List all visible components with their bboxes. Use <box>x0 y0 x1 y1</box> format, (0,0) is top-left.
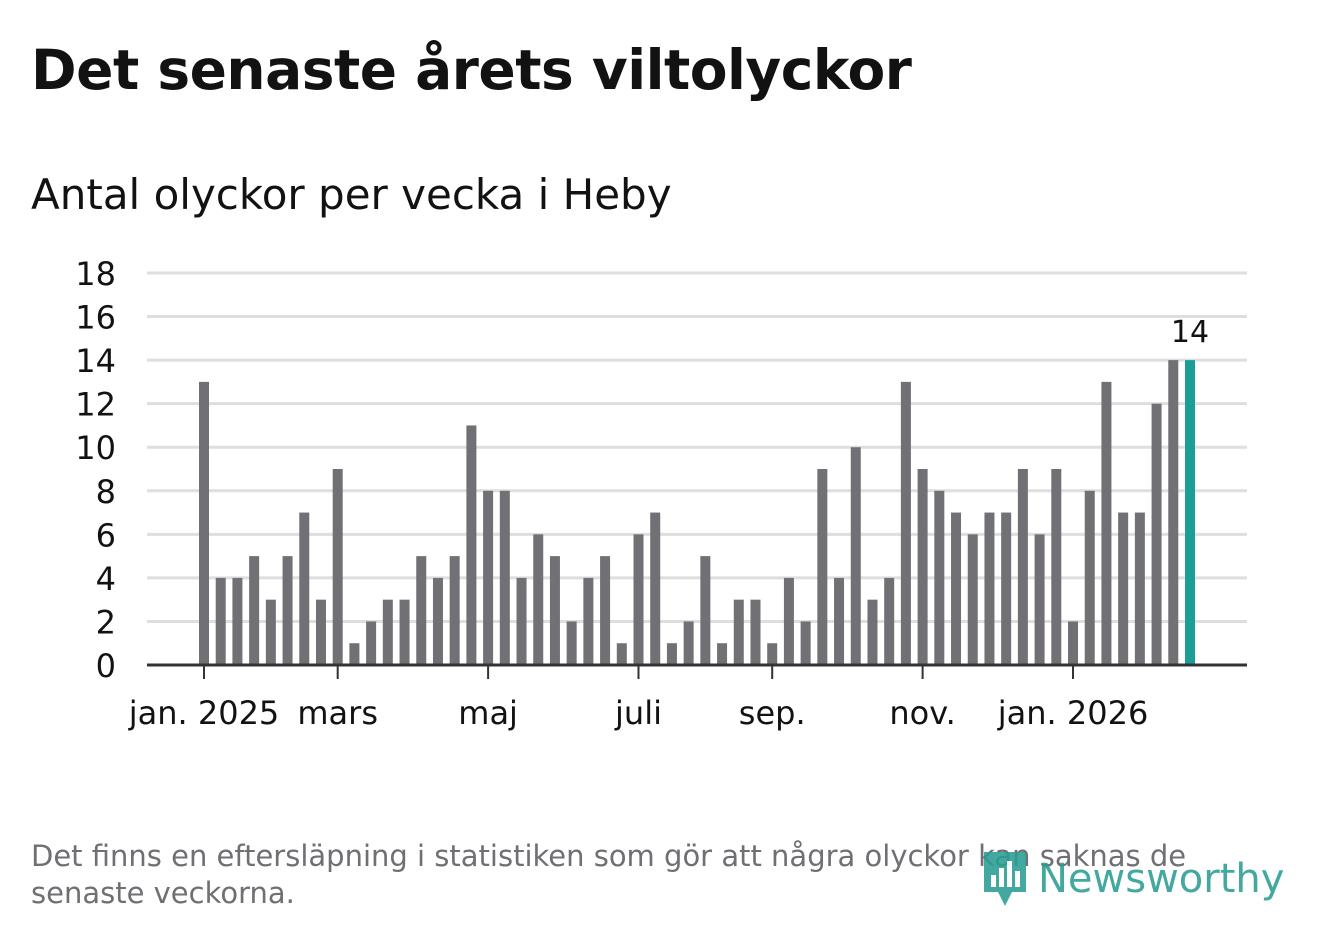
bar <box>432 577 443 665</box>
bar <box>1051 469 1062 665</box>
bar <box>449 556 460 665</box>
bar <box>934 490 945 665</box>
bar <box>315 599 326 665</box>
y-tick-label: 12 <box>75 386 116 424</box>
bar <box>733 599 744 665</box>
bar <box>666 643 677 665</box>
bar <box>867 599 878 665</box>
x-tick-label: nov. <box>889 694 955 732</box>
chart-subtitle: Antal olyckor per vecka i Heby <box>31 170 672 219</box>
bar <box>1168 360 1179 665</box>
bar <box>884 577 895 665</box>
bar <box>1001 512 1012 665</box>
bar <box>783 577 794 665</box>
y-tick-label: 8 <box>96 473 116 511</box>
bar <box>366 621 377 665</box>
bar <box>817 469 828 665</box>
bar <box>215 577 226 665</box>
bar <box>683 621 694 665</box>
bar <box>1034 534 1045 665</box>
bar <box>917 469 928 665</box>
bar <box>249 556 260 665</box>
x-tick-label: sep. <box>739 694 806 732</box>
bar <box>1118 512 1129 665</box>
bar <box>499 490 510 665</box>
bar <box>700 556 711 665</box>
bar <box>466 425 477 665</box>
bar <box>265 599 276 665</box>
grid-lines <box>147 271 1247 623</box>
data-label: 14 <box>1171 315 1209 350</box>
x-tick-label: maj <box>458 694 518 732</box>
bar <box>650 512 661 665</box>
bars <box>199 360 1195 665</box>
y-tick-label: 0 <box>96 647 116 685</box>
bar <box>566 621 577 665</box>
bar <box>516 577 527 665</box>
x-axis: jan. 2025 mars maj juli sep. nov. jan. 2026 <box>128 663 1247 732</box>
bar <box>533 534 544 665</box>
bar <box>800 621 811 665</box>
bar <box>232 577 243 665</box>
bar <box>984 512 995 665</box>
bar <box>850 447 861 665</box>
brand-name: Newsworthy <box>1038 856 1285 902</box>
bar <box>1134 512 1145 665</box>
bar <box>900 381 911 665</box>
x-tick-label: jan. 2026 <box>997 694 1149 732</box>
y-tick-label: 16 <box>75 299 116 337</box>
chart-title: Det senaste årets viltolyckor <box>31 38 912 102</box>
bar <box>834 577 845 665</box>
bar <box>633 534 644 665</box>
bar <box>1151 403 1162 665</box>
bar <box>1068 621 1079 665</box>
bar <box>767 643 778 665</box>
bar <box>382 599 393 665</box>
bar <box>750 599 761 665</box>
brand-logo: Newsworthy <box>980 848 1284 910</box>
bar <box>967 534 978 665</box>
x-tick-label: juli <box>614 694 662 732</box>
bar-chart: 0 2 4 6 8 10 12 14 16 18 jan. 2025 mars maj juli sep.… <box>75 255 1247 732</box>
y-tick-label: 14 <box>75 342 116 380</box>
x-tick-label: jan. 2025 <box>128 694 280 732</box>
bar <box>349 643 360 665</box>
bar <box>483 490 494 665</box>
bar <box>399 599 410 665</box>
bar-chart-icon <box>984 852 1026 906</box>
bar <box>549 556 560 665</box>
y-tick-label: 2 <box>96 603 116 641</box>
bar <box>332 469 343 665</box>
bar <box>1084 490 1095 665</box>
bar <box>199 381 209 665</box>
y-tick-label: 10 <box>75 429 116 467</box>
bar <box>583 577 594 665</box>
bar <box>1101 381 1112 665</box>
bar <box>616 643 627 665</box>
y-tick-label: 18 <box>75 255 116 293</box>
bar-highlight <box>1185 360 1195 665</box>
y-tick-label: 4 <box>96 560 116 598</box>
y-axis-ticks: 0 2 4 6 8 10 12 14 16 18 <box>75 255 116 685</box>
bar <box>600 556 611 665</box>
bar <box>416 556 427 665</box>
bar <box>299 512 310 665</box>
bar <box>717 643 728 665</box>
bar <box>951 512 962 665</box>
y-tick-label: 6 <box>96 516 116 554</box>
data-labels: 14 <box>1171 315 1209 350</box>
bar <box>1017 469 1028 665</box>
bar <box>282 556 293 665</box>
x-tick-label: mars <box>297 694 378 732</box>
